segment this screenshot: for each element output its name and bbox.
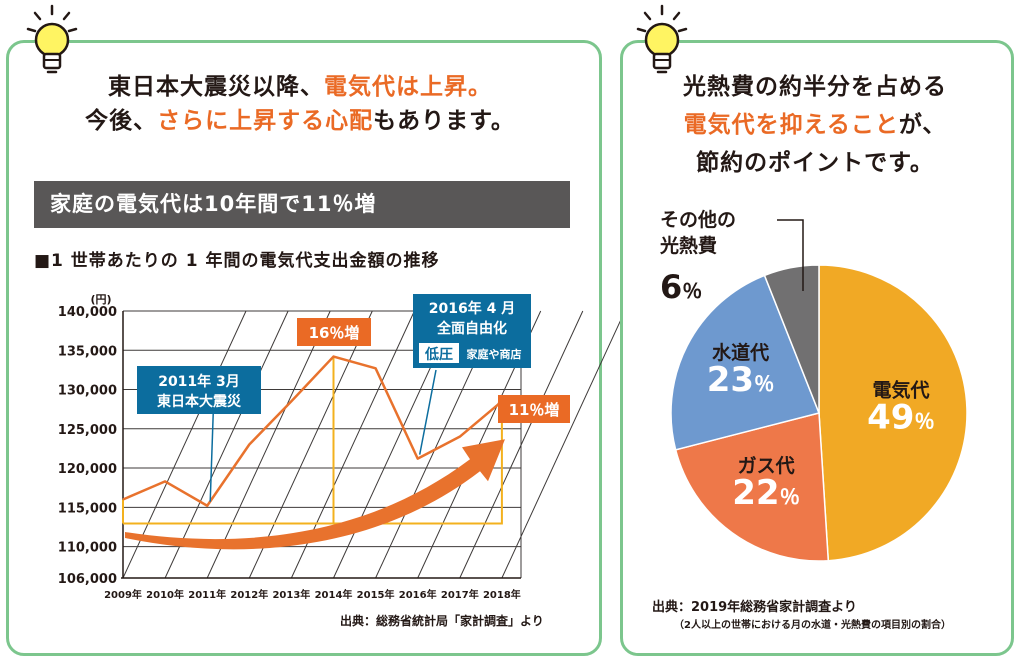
dereg-pointer (418, 369, 437, 455)
x-tick-label: 2010年 (146, 588, 184, 601)
dereg-tag: 低圧 (424, 346, 453, 363)
left-source: 出典：総務省統計局「家計調査」より (340, 614, 544, 628)
gas-value: 22％ (732, 473, 800, 513)
y-unit-label: (円) (90, 293, 111, 306)
y-tick-label: 115,000 (58, 501, 117, 516)
peak-label: 16％増 (309, 324, 360, 342)
x-tick-label: 2017年 (441, 588, 479, 601)
x-tick-label: 2014年 (315, 588, 353, 601)
pie-slice (818, 264, 968, 562)
x-tick-label: 2012年 (230, 588, 268, 601)
electric-value-sign: ％ (914, 409, 934, 433)
gas-label: ガス代 (738, 455, 795, 477)
y-tick-label: 120,000 (58, 462, 117, 477)
x-tick-label: 2013年 (272, 588, 310, 601)
range-box-end (123, 401, 503, 525)
peak-label-box (297, 318, 371, 346)
right-headline-line3: 節約のポイントです。 (696, 150, 934, 176)
end-label: 11％増 (509, 401, 560, 419)
line-chart: 106,000 110,000 115,000 120,000 125,000 130,0… (58, 293, 620, 601)
x-tick-label: 2016年 (399, 588, 437, 601)
right-headline: 光熱費の約半分を占める 電気代を抑えることが、 節約のポイントです。 (640, 68, 990, 182)
right-source-note: （2人以上の世帯における月の水道・光熱費の項目別の割合） (674, 620, 951, 631)
x-tick-label: 2015年 (357, 588, 395, 601)
y-tick-label: 106,000 (58, 572, 117, 587)
dereg-tag-detail: 家庭や商店 (467, 347, 522, 361)
other-value-sign: ％ (682, 279, 702, 303)
pie-slice (763, 264, 820, 414)
grid-line-vertical (248, 310, 373, 579)
chart-title: ■1 世帯あたりの 1 年間の電気代支出金額の推移 (34, 251, 440, 271)
pie-slice (674, 412, 830, 562)
dereg-callout-line1: 2016年 4 月 (429, 300, 515, 317)
left-headline-line2: 今後、さらに上昇する心配もあります。 (85, 108, 515, 134)
trend-arrow (125, 439, 505, 550)
gas-value-sign: ％ (780, 485, 800, 509)
data-line (122, 355, 503, 508)
grid-line-vertical (122, 310, 247, 579)
y-tick-label: 125,000 (58, 423, 117, 438)
y-tick-label: 110,000 (58, 541, 117, 556)
quake-callout-box (137, 366, 261, 414)
y-tick-label: 130,000 (58, 384, 117, 399)
other-value-number: 6 (660, 268, 682, 306)
right-headline-line1: 光熱費の約半分を占める (683, 74, 947, 100)
electric-label: 電気代 (872, 378, 929, 401)
left-headline: 東日本大震災以降、電気代は上昇。 今後、さらに上昇する心配もあります。 (40, 70, 560, 138)
left-headline-line1: 東日本大震災以降、電気代は上昇。 (108, 74, 492, 100)
water-value-number: 23 (707, 360, 754, 400)
water-value-sign: ％ (754, 372, 774, 396)
gas-value-number: 22 (732, 473, 779, 513)
other-label-line1: その他の (660, 208, 736, 231)
other-value: 6％ (660, 268, 702, 306)
y-tick-label: 135,000 (58, 344, 117, 359)
subtitle-bar: 家庭の電気代は10年間で11％増 (34, 181, 570, 228)
end-label-box (498, 395, 570, 423)
quake-callout-line2: 東日本大震災 (157, 393, 242, 410)
right-headline-line2: 電気代を抑えることが、 (683, 112, 947, 138)
y-tick-label: 140,000 (58, 305, 117, 320)
water-value: 23％ (707, 360, 775, 400)
x-tick-label: 2009年 (104, 588, 142, 601)
dereg-callout-line2: 全面自由化 (436, 320, 507, 337)
pie-slice (670, 274, 821, 451)
dereg-tag-box (419, 343, 459, 363)
grid-line-vertical (164, 310, 289, 579)
other-label-line2: 光熱費 (659, 234, 717, 257)
lightbulb-icon (26, 4, 78, 74)
water-label: 水道代 (712, 341, 769, 364)
electric-value-number: 49 (867, 397, 914, 437)
other-leader-line (777, 219, 804, 291)
grid-line-vertical (501, 320, 620, 579)
lightbulb-icon (636, 4, 688, 74)
electric-value: 49％ (867, 397, 935, 437)
x-tick-label: 2018年 (483, 588, 521, 601)
quake-callout-line1: 2011年 3月 (158, 373, 240, 390)
quake-pointer (209, 413, 214, 502)
x-tick-label: 2011年 (188, 588, 226, 601)
grid-line-vertical (206, 310, 331, 579)
right-source: 出典：2019年総務省家計調査より (652, 600, 857, 615)
